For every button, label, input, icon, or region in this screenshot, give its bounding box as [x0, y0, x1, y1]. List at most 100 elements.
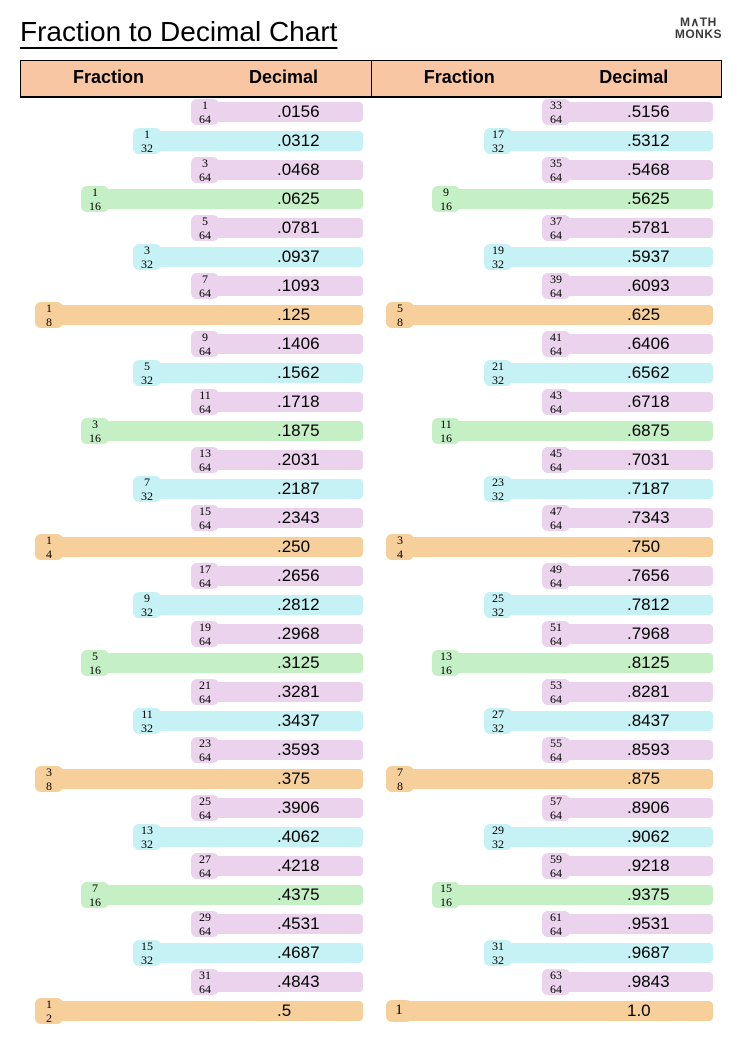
fraction-numerator: 19: [492, 244, 504, 256]
fraction-pill: 1316: [432, 650, 460, 676]
decimal-pill: .7187: [617, 479, 713, 499]
fraction-pill: 4364: [542, 389, 570, 415]
decimal-pill: .9218: [617, 856, 713, 876]
fraction-numerator: 55: [550, 737, 562, 749]
chart-row: 1516.9375: [372, 880, 721, 909]
decimal-pill: 1.0: [617, 1001, 713, 1021]
fraction-pill: 4564: [542, 447, 570, 473]
fraction-denominator: 16: [89, 432, 101, 444]
decimal-pill: .0468: [267, 160, 363, 180]
fraction-whole: 1: [395, 1003, 403, 1018]
fraction-denominator: 8: [397, 780, 403, 792]
fraction-numerator: 29: [199, 911, 211, 923]
fraction-denominator: 4: [46, 548, 52, 560]
chart-row: 332.0937: [21, 242, 371, 271]
fraction-pill: 5364: [542, 679, 570, 705]
decimal-pill: .5156: [617, 102, 713, 122]
fraction-denominator: 64: [199, 229, 211, 241]
chart-row: 6164.9531: [372, 909, 721, 938]
fraction-numerator: 7: [144, 476, 150, 488]
decimal-pill: .0781: [267, 218, 363, 238]
chart-row: 916.5625: [372, 184, 721, 213]
fraction-pill: 4764: [542, 505, 570, 531]
fraction-numerator: 63: [550, 969, 562, 981]
fraction-denominator: 16: [440, 664, 452, 676]
fraction-pill: 2564: [191, 795, 219, 821]
header-fraction: Fraction: [372, 61, 547, 96]
decimal-pill: .1718: [267, 392, 363, 412]
chart-row: 4164.6406: [372, 329, 721, 358]
fraction-numerator: 3: [397, 534, 403, 546]
fraction-pill: 1: [386, 1000, 412, 1022]
fraction-numerator: 23: [199, 737, 211, 749]
fraction-numerator: 25: [492, 592, 504, 604]
fraction-denominator: 32: [141, 606, 153, 618]
column-header: Fraction Decimal: [372, 61, 721, 97]
header-decimal: Decimal: [547, 61, 722, 96]
column-right: Fraction Decimal 3364.51561732.53123564.…: [371, 61, 721, 97]
decimal-pill: .6718: [617, 392, 713, 412]
decimal-pill: .750: [617, 537, 713, 557]
decimal-pill: .7968: [617, 624, 713, 644]
decimal-pill: .4218: [267, 856, 363, 876]
fraction-numerator: 1: [46, 534, 52, 546]
chart-row: 4364 .6718: [372, 387, 721, 416]
decimal-pill: .5937: [617, 247, 713, 267]
fraction-pill: 78: [386, 766, 414, 792]
fraction-denominator: 8: [46, 780, 52, 792]
chart-row: 3764.5781: [372, 213, 721, 242]
fraction-pill: 1964: [191, 621, 219, 647]
chart-row: 1316.8125: [372, 648, 721, 677]
header-decimal: Decimal: [196, 61, 371, 96]
fraction-pill: 1164: [191, 389, 219, 415]
chart-row: 2732.8437: [372, 706, 721, 735]
chart-row: 2164.3281: [21, 677, 371, 706]
decimal-pill: .9062: [617, 827, 713, 847]
fraction-denominator: 32: [141, 838, 153, 850]
fraction-numerator: 5: [144, 360, 150, 372]
fraction-denominator: 8: [46, 316, 52, 328]
fraction-numerator: 27: [199, 853, 211, 865]
chart-row: 18.125: [21, 300, 371, 329]
chart-row: 3364.5156: [372, 97, 721, 126]
decimal-pill: .7343: [617, 508, 713, 528]
fraction-denominator: 64: [550, 577, 562, 589]
fraction-numerator: 1: [144, 128, 150, 140]
chart-row: 1932.5937: [372, 242, 721, 271]
fraction-pill: 1364: [191, 447, 219, 473]
chart-row: 564.0781: [21, 213, 371, 242]
chart-row: 364.0468: [21, 155, 371, 184]
chart-row: 1364.2031: [21, 445, 371, 474]
chart-row: 532.1562: [21, 358, 371, 387]
fraction-pill: 4164: [542, 331, 570, 357]
decimal-pill: .3593: [267, 740, 363, 760]
decimal-pill: .2187: [267, 479, 363, 499]
chart-table: Fraction Decimal 164.0156132.0312364.046…: [20, 60, 722, 98]
fraction-numerator: 21: [492, 360, 504, 372]
fraction-numerator: 11: [141, 708, 153, 720]
decimal-pill: .8281: [617, 682, 713, 702]
fraction-numerator: 59: [550, 853, 562, 865]
chart-row: 12.5: [21, 996, 371, 1025]
fraction-pill: 916: [432, 186, 460, 212]
fraction-denominator: 64: [199, 925, 211, 937]
fraction-denominator: 64: [199, 635, 211, 647]
chart-row: 932.2812: [21, 590, 371, 619]
decimal-pill: .6875: [617, 421, 713, 441]
decimal-pill: .375: [267, 769, 363, 789]
fraction-pill: 1116: [432, 418, 460, 444]
fraction-denominator: 64: [199, 461, 211, 473]
chart-row: 2964.4531: [21, 909, 371, 938]
decimal-pill: .2343: [267, 508, 363, 528]
fraction-pill: 764: [191, 273, 219, 299]
decimal-pill: .3281: [267, 682, 363, 702]
fraction-pill: 2764: [191, 853, 219, 879]
fraction-pill: 5164: [542, 621, 570, 647]
chart-row: 1116 .6875: [372, 416, 721, 445]
fraction-denominator: 16: [89, 664, 101, 676]
chart-row: 2364.3593: [21, 735, 371, 764]
fraction-numerator: 13: [141, 824, 153, 836]
chart-row: 2532.7812: [372, 590, 721, 619]
fraction-numerator: 3: [92, 418, 98, 430]
fraction-pill: 1132: [133, 708, 161, 734]
